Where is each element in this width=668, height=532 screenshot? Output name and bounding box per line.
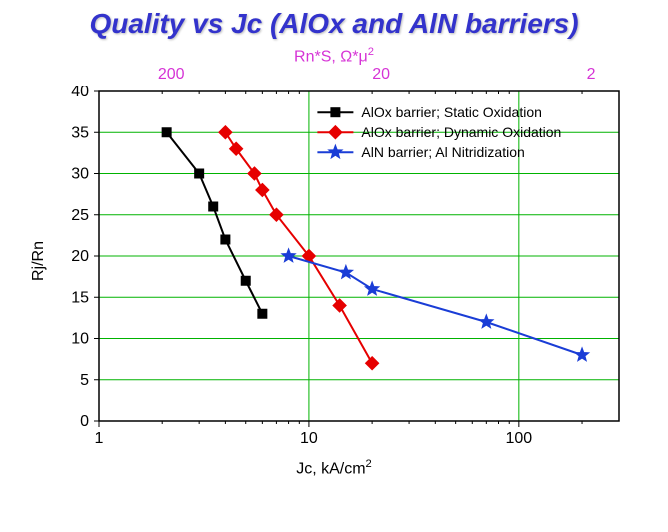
svg-text:35: 35 (71, 125, 89, 142)
svg-text:25: 25 (71, 207, 89, 224)
svg-text:40: 40 (71, 86, 89, 100)
svg-text:5: 5 (80, 372, 89, 389)
svg-text:20: 20 (71, 248, 89, 265)
top-tick: 200 (158, 66, 185, 84)
top-axis-label: Rn*S, Ω*μ2 (0, 46, 668, 66)
svg-text:10: 10 (71, 331, 89, 348)
svg-text:30: 30 (71, 166, 89, 183)
legend-label-dynamic: AlOx barrier; Dynamic Oxidation (361, 125, 561, 141)
legend-label-static: AlOx barrier; Static Oxidation (361, 105, 542, 121)
chart-title: Quality vs Jc (AlOx and AlN barriers) (0, 8, 668, 40)
y-axis-label: Rj/Rn (30, 241, 48, 281)
chart-plot: 0 5 10 15 20 25 30 35 40 1 10 100 AlOx barrier; Stat… (9, 86, 659, 456)
svg-text:100: 100 (505, 430, 532, 447)
x-axis-label: Jc, kA/cm2 (0, 458, 668, 478)
svg-text:1: 1 (95, 430, 104, 447)
top-tick: 2 (587, 66, 596, 84)
svg-text:15: 15 (71, 290, 89, 307)
legend-label-aln: AlN barrier; Al Nitridization (361, 145, 524, 161)
top-tick: 20 (372, 66, 390, 84)
top-axis-ticks: 200 20 2 (9, 66, 659, 86)
svg-text:10: 10 (300, 430, 318, 447)
svg-text:0: 0 (80, 413, 89, 430)
